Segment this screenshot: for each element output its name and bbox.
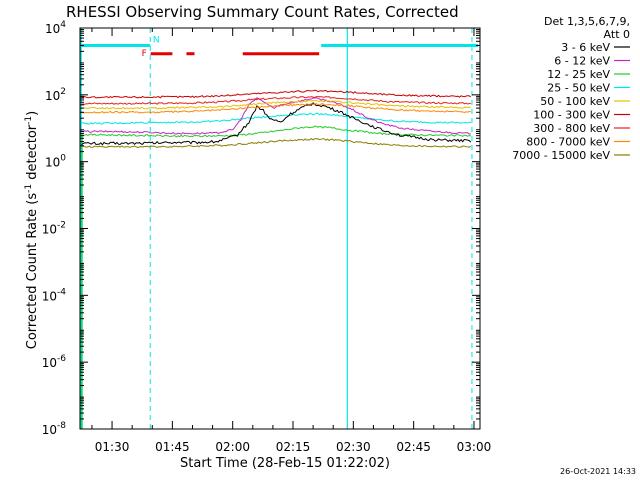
legend-label-3: 25 - 50 keV xyxy=(547,82,610,95)
plot-frame xyxy=(79,27,481,430)
flag-marker-0: N xyxy=(153,36,160,46)
x-tick-label-6: 03:00 xyxy=(457,440,492,454)
x-tick-label-0: 01:30 xyxy=(95,440,130,454)
legend-header-1: Det 1,3,5,6,7,9, xyxy=(544,15,630,28)
x-tick-label-2: 02:00 xyxy=(215,440,250,454)
legend-label-4: 50 - 100 keV xyxy=(540,95,610,108)
y-axis-label: Corrected Count Rate (s-1 detector-1) xyxy=(24,111,40,349)
legend-header-2: Att 0 xyxy=(604,28,630,41)
y-tick-label-3: 10-2 xyxy=(42,221,66,237)
y-tick-label-4: 10-4 xyxy=(42,287,67,303)
series-line-5 xyxy=(81,89,472,99)
y-tick-label-1: 102 xyxy=(45,87,66,103)
x-axis-label: Start Time (28-Feb-15 01:22:02) xyxy=(180,456,390,471)
legend-label-7: 800 - 7000 keV xyxy=(526,136,610,149)
series-line-6 xyxy=(81,95,471,105)
x-tick-label-5: 02:45 xyxy=(396,440,431,454)
flag-marker-1: F xyxy=(142,49,147,59)
legend-label-2: 12 - 25 keV xyxy=(547,68,610,81)
y-tick-label-0: 104 xyxy=(45,20,66,36)
series-line-1 xyxy=(81,97,471,135)
x-tick-label-3: 02:15 xyxy=(276,440,311,454)
series-line-7 xyxy=(81,102,471,114)
legend-label-0: 3 - 6 keV xyxy=(561,41,610,54)
legend-label-6: 300 - 800 keV xyxy=(533,122,610,135)
series-line-4 xyxy=(81,99,472,110)
legend-label-1: 6 - 12 keV xyxy=(554,55,610,68)
footer-timestamp: 26-Oct-2021 14:33 xyxy=(560,467,636,476)
y-tick-label-6: 10-8 xyxy=(42,421,67,437)
legend-label-5: 100 - 300 keV xyxy=(533,109,610,122)
legend-label-8: 7000 - 15000 keV xyxy=(512,149,610,162)
series-line-2 xyxy=(81,125,471,138)
y-tick-label-2: 100 xyxy=(45,154,66,170)
x-tick-label-4: 02:30 xyxy=(336,440,371,454)
x-tick-label-1: 01:45 xyxy=(155,440,190,454)
series-line-0 xyxy=(81,102,472,146)
series-line-3 xyxy=(81,112,471,125)
y-tick-label-5: 10-6 xyxy=(42,354,67,370)
series-line-8 xyxy=(81,137,472,149)
chart-title: RHESSI Observing Summary Count Rates, Co… xyxy=(66,3,459,21)
